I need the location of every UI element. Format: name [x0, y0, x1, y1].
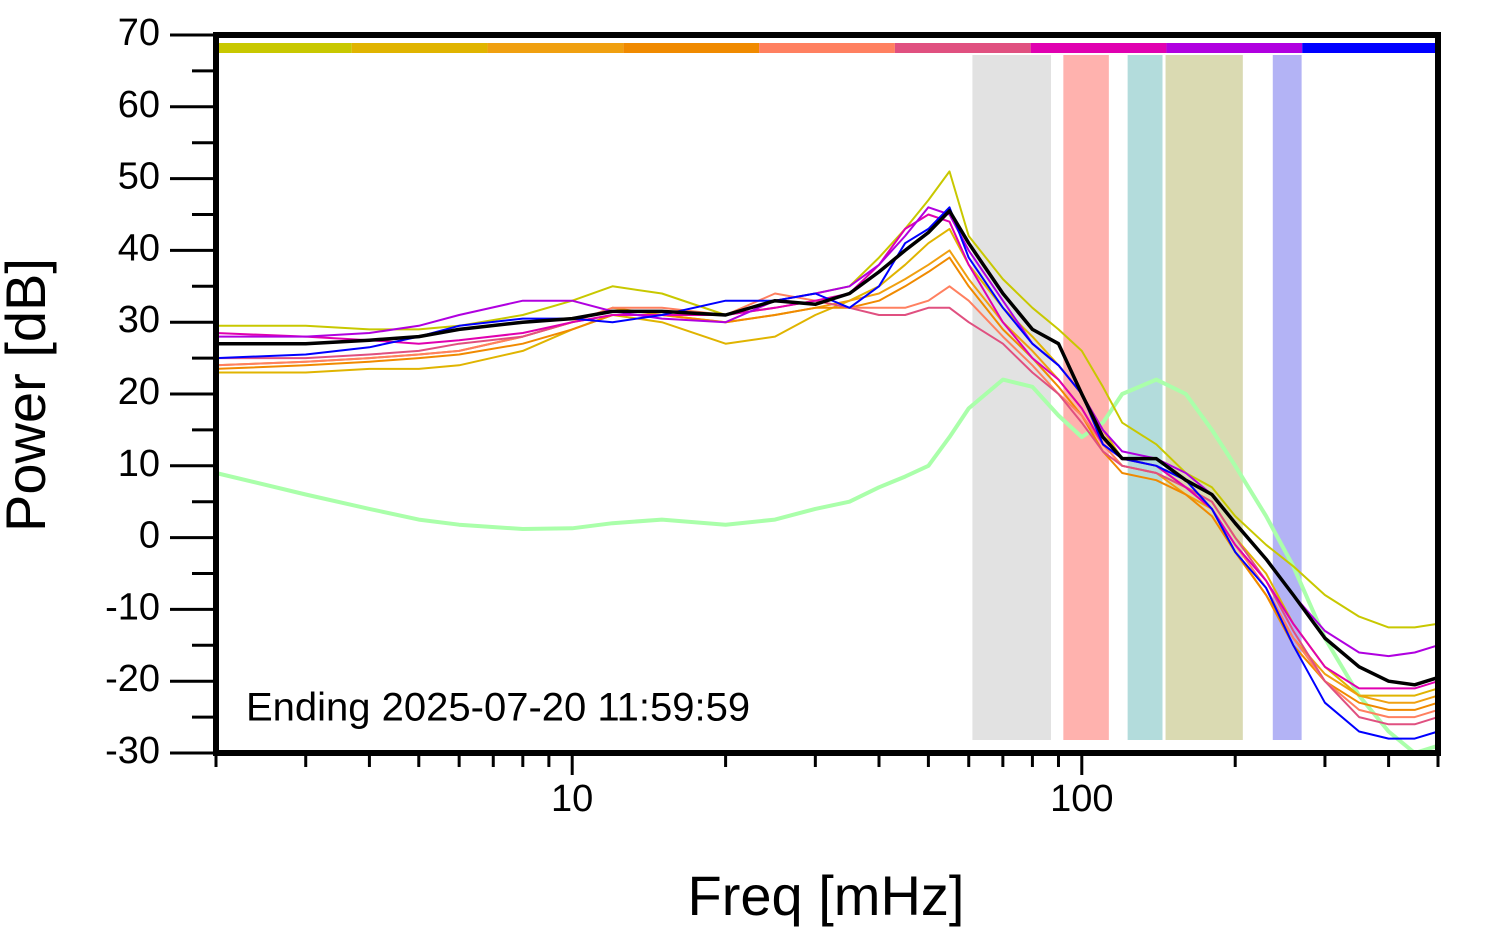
annotation: Ending 2025-07-20 11:59:59 — [246, 686, 750, 730]
y-tick-label: 10 — [118, 443, 160, 485]
series-line — [215, 206, 1439, 740]
series-line — [216, 170, 1439, 629]
x-tick-label: 10 — [551, 778, 593, 820]
series-line — [216, 206, 1439, 658]
y-tick-label: 30 — [118, 299, 160, 341]
y-tick-label: 60 — [118, 84, 160, 126]
series-line — [215, 213, 1439, 690]
y-tick-label: 50 — [118, 156, 160, 198]
series-line — [215, 256, 1439, 711]
x-tick-label: 100 — [1050, 778, 1113, 820]
y-axis-label: Power [dB] — [0, 258, 57, 532]
y-tick-label: -20 — [105, 658, 160, 700]
top-bar-segment — [216, 43, 352, 53]
series-line — [215, 377, 1439, 755]
y-tick-label: 70 — [118, 12, 160, 54]
y-tick-label: -30 — [105, 730, 160, 772]
y-tick-label: -10 — [105, 586, 160, 628]
top-bar-segment — [623, 43, 760, 53]
frequency-band — [1063, 55, 1109, 740]
top-bar-segment — [487, 43, 624, 53]
series-line — [216, 209, 1439, 687]
y-tick-label: 0 — [139, 515, 160, 557]
frequency-band — [1165, 55, 1243, 740]
series-line — [215, 249, 1439, 704]
top-bar-segment — [1030, 43, 1167, 53]
y-tick-label: 20 — [118, 371, 160, 413]
series-line — [216, 299, 1439, 726]
top-bar-segment — [759, 43, 895, 53]
y-tick-label: 40 — [118, 227, 160, 269]
top-bar-segment — [1302, 43, 1438, 53]
frequency-band — [972, 55, 1051, 740]
frequency-band — [1127, 55, 1163, 740]
plot-frame — [213, 32, 1441, 756]
top-bar-segment — [1166, 43, 1303, 53]
top-bar-segment — [894, 43, 1031, 53]
x-axis-label: Freq [mHz] — [688, 864, 965, 927]
top-bar-segment — [351, 43, 488, 53]
series-line — [215, 285, 1439, 719]
